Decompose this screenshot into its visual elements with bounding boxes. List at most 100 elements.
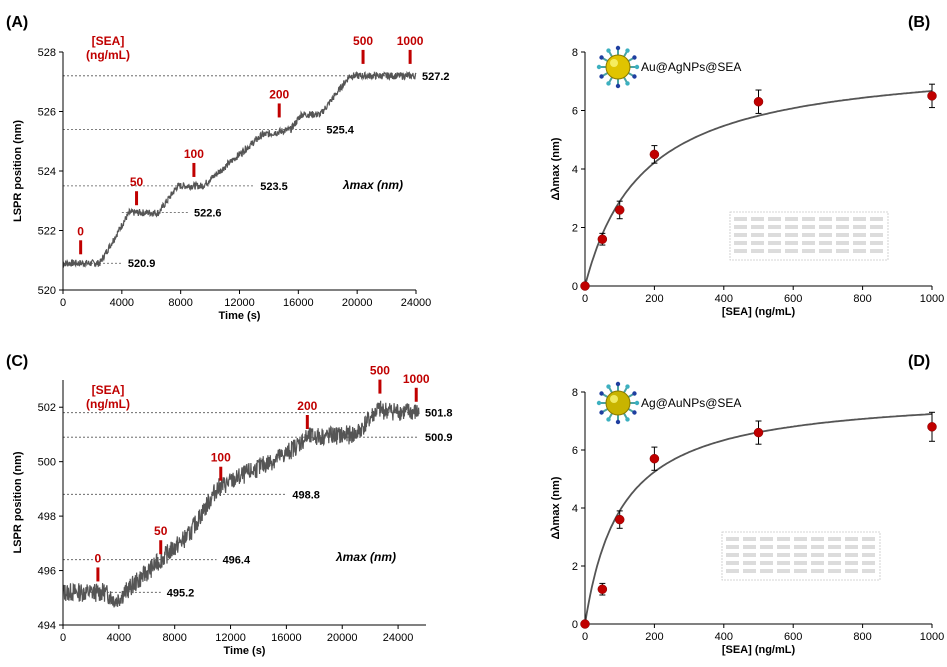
y-tick-label: 528 (38, 47, 56, 59)
data-point (649, 453, 660, 464)
chart-c: 0 4000 8000 12000 16000 20000 24000 494 496 498 50… (12, 364, 453, 657)
fit-curve (584, 90, 933, 287)
injection-label: 200 (297, 399, 317, 413)
data-point (927, 91, 937, 101)
data-point (580, 619, 590, 629)
x-tick-label: 0 (60, 297, 66, 309)
sea-units-label: (ng/mL) (86, 397, 130, 411)
data-point (597, 584, 608, 594)
y-tick-label: 496 (38, 566, 56, 578)
y-tick-label: 526 (38, 107, 56, 119)
injection-label: 500 (353, 34, 373, 48)
y-tick-label: 2 (572, 223, 578, 235)
x-axis-title: [SEA] (ng/mL) (722, 306, 796, 318)
level-label: 523.5 (260, 181, 288, 193)
x-tick-label: 200 (645, 293, 663, 305)
y-tick-label: 4 (572, 164, 578, 176)
level-label: 501.8 (425, 408, 453, 420)
level-label: 525.4 (326, 124, 354, 136)
x-tick-label: 600 (784, 631, 802, 643)
level-label: 520.9 (128, 258, 156, 270)
panel-label-a: (A) (6, 14, 28, 31)
embedded-object-box (729, 211, 889, 261)
np-label: Au@AgNPs@SEA (641, 60, 741, 74)
x-tick-label: 8000 (168, 297, 192, 309)
y-tick-label: 522 (38, 226, 56, 238)
injection-label: 0 (95, 551, 102, 565)
panel-label-b: (B) (908, 14, 930, 31)
y-tick-label: 8 (572, 47, 578, 59)
y-tick-label: 500 (38, 457, 56, 469)
x-tick-label: 12000 (224, 297, 255, 309)
x-tick-label: 16000 (283, 297, 314, 309)
chart-a: 0 4000 8000 12000 16000 20000 24000 520 522 524 52… (12, 34, 450, 322)
data-point (927, 422, 937, 432)
x-axis-title: [SEA] (ng/mL) (722, 644, 796, 656)
x-tick-label: 0 (582, 631, 588, 643)
data-point (614, 205, 625, 215)
lambda-label: λmax (nm) (342, 178, 403, 192)
panel-label-c: (C) (6, 353, 28, 370)
y-tick-label: 0 (572, 281, 578, 293)
level-label: 527.2 (422, 71, 450, 83)
injection-label: 500 (370, 364, 390, 378)
injection-label: 0 (77, 224, 84, 238)
y-tick-label: 6 (572, 106, 578, 118)
injection-label: 1000 (403, 372, 430, 386)
data-point (614, 514, 625, 525)
data-point (753, 96, 764, 107)
x-tick-label: 20000 (342, 297, 373, 309)
y-tick-label: 6 (572, 445, 578, 457)
x-tick-label: 200 (645, 631, 663, 643)
x-tick-label: 800 (853, 631, 871, 643)
data-point (649, 149, 660, 160)
x-tick-label: 12000 (215, 632, 246, 644)
level-label: 522.6 (194, 208, 222, 220)
chart-b: 0 200 400 600 800 1000 0 2 4 6 8 [SEA] (ng/mL) Δλmax… (550, 45, 944, 318)
level-label: 498.8 (292, 489, 320, 501)
x-tick-label: 400 (715, 631, 733, 643)
injection-label: 200 (269, 87, 289, 101)
injection-label: 50 (130, 175, 144, 189)
data-point (597, 234, 608, 244)
np-label: Ag@AuNPs@SEA (641, 396, 741, 410)
x-tick-label: 24000 (401, 297, 432, 309)
x-tick-label: 8000 (162, 632, 186, 644)
x-tick-label: 16000 (271, 632, 302, 644)
x-tick-label: 1000 (920, 293, 944, 305)
y-tick-label: 494 (38, 620, 56, 632)
x-tick-label: 400 (715, 293, 733, 305)
x-tick-label: 1000 (920, 631, 944, 643)
lambda-label: λmax (nm) (335, 550, 396, 564)
y-axis-title: LSPR position (nm) (12, 451, 24, 553)
sea-label: [SEA] (92, 383, 125, 397)
x-axis-title: Time (s) (224, 645, 266, 657)
level-label: 496.4 (223, 555, 251, 567)
y-tick-label: 524 (38, 166, 56, 178)
nanoparticle-icon (596, 381, 640, 425)
x-tick-label: 4000 (110, 297, 134, 309)
embedded-object-box (721, 531, 881, 581)
injection-label: 100 (211, 451, 231, 465)
x-tick-label: 4000 (107, 632, 131, 644)
y-tick-label: 502 (38, 402, 56, 414)
nanoparticle-icon (596, 45, 640, 89)
level-label: 495.2 (167, 587, 195, 599)
injection-label: 50 (154, 524, 168, 538)
y-tick-label: 0 (572, 619, 578, 631)
x-tick-label: 24000 (383, 632, 414, 644)
fit-curve (584, 413, 933, 625)
signal-trace (62, 70, 417, 269)
x-tick-label: 0 (582, 293, 588, 305)
sea-units-label: (ng/mL) (86, 48, 130, 62)
y-axis-title: Δλmax (nm) (550, 476, 562, 539)
x-tick-label: 800 (853, 293, 871, 305)
injection-label: 100 (184, 147, 204, 161)
signal-trace (62, 400, 420, 608)
y-tick-label: 2 (572, 561, 578, 573)
sea-label: [SEA] (92, 34, 125, 48)
panel-label-d: (D) (908, 353, 930, 370)
y-tick-label: 8 (572, 387, 578, 399)
x-tick-label: 20000 (327, 632, 358, 644)
